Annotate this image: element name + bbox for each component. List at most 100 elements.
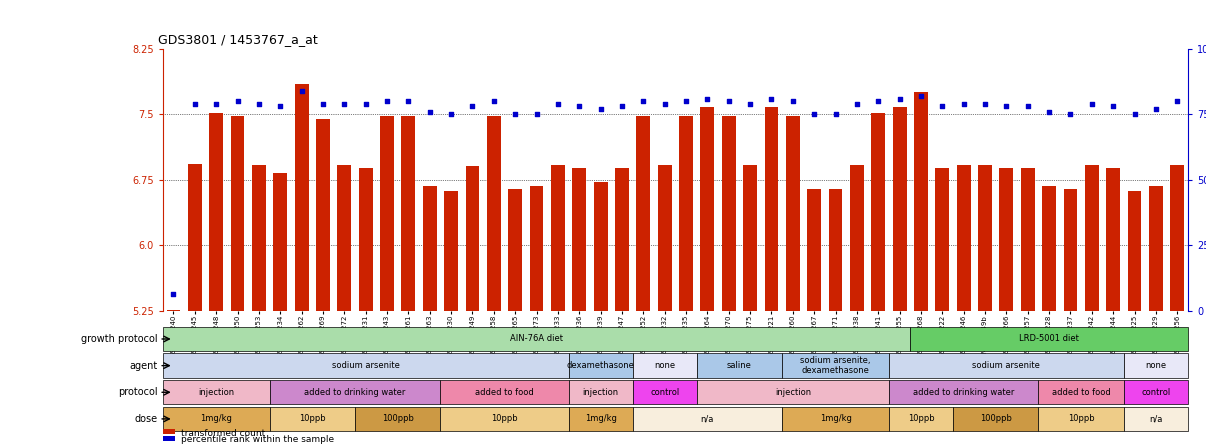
Point <box>1146 106 1165 113</box>
Bar <box>871 113 885 311</box>
Bar <box>911 327 1188 351</box>
Text: added to drinking water: added to drinking water <box>304 388 405 397</box>
Bar <box>1000 168 1013 311</box>
Bar <box>615 168 628 311</box>
Text: injection: injection <box>582 388 619 397</box>
Bar <box>252 165 265 311</box>
Point <box>164 290 183 297</box>
Text: growth protocol: growth protocol <box>81 334 158 344</box>
Point <box>868 98 888 105</box>
Bar <box>697 353 783 378</box>
Bar <box>1124 353 1188 378</box>
Point <box>740 100 760 107</box>
Point <box>335 100 355 107</box>
Point <box>377 98 397 105</box>
Point <box>591 106 610 113</box>
Text: injection: injection <box>774 388 810 397</box>
Bar <box>440 380 568 404</box>
Point <box>698 95 718 102</box>
Point <box>441 111 461 118</box>
Bar <box>1170 165 1184 311</box>
Point <box>250 100 269 107</box>
Point <box>270 103 289 110</box>
Text: 1mg/kg: 1mg/kg <box>200 414 232 424</box>
Text: dexamethasone: dexamethasone <box>567 361 634 370</box>
Bar <box>573 168 586 311</box>
Point <box>484 98 503 105</box>
Bar <box>889 353 1124 378</box>
Bar <box>529 186 544 311</box>
Point <box>633 98 652 105</box>
Text: 1mg/kg: 1mg/kg <box>820 414 851 424</box>
Bar <box>829 189 843 311</box>
Text: 10ppb: 10ppb <box>908 414 935 424</box>
Bar <box>765 107 778 311</box>
Point <box>954 100 973 107</box>
Bar <box>1085 165 1099 311</box>
Point <box>848 100 867 107</box>
Bar <box>355 407 440 431</box>
Point <box>804 111 824 118</box>
Text: dose: dose <box>135 414 158 424</box>
Bar <box>850 165 863 311</box>
Point <box>890 95 909 102</box>
Text: transformed count: transformed count <box>181 429 265 438</box>
Bar <box>551 165 564 311</box>
Text: added to food: added to food <box>475 388 534 397</box>
Text: sodium arsenite: sodium arsenite <box>332 361 399 370</box>
Bar <box>210 113 223 311</box>
Bar <box>163 380 270 404</box>
Bar <box>783 353 889 378</box>
Point <box>912 92 931 99</box>
Text: 10ppb: 10ppb <box>491 414 517 424</box>
Point <box>356 100 375 107</box>
Point <box>186 100 205 107</box>
Bar <box>889 380 1038 404</box>
Bar <box>807 189 821 311</box>
Text: sodium arsenite,
dexamethasone: sodium arsenite, dexamethasone <box>801 356 871 375</box>
Bar <box>892 107 907 311</box>
Text: 1mg/kg: 1mg/kg <box>585 414 616 424</box>
Bar <box>444 191 458 311</box>
Bar <box>889 407 953 431</box>
Bar <box>722 116 736 311</box>
Bar <box>163 327 911 351</box>
Bar <box>679 116 693 311</box>
Point <box>505 111 525 118</box>
Text: percentile rank within the sample: percentile rank within the sample <box>181 435 334 444</box>
Bar <box>1042 186 1056 311</box>
Text: sodium arsenite: sodium arsenite <box>972 361 1041 370</box>
Bar <box>633 353 697 378</box>
Bar <box>358 168 373 311</box>
Bar <box>637 116 650 311</box>
Text: saline: saline <box>727 361 751 370</box>
Text: n/a: n/a <box>1149 414 1163 424</box>
Point <box>527 111 546 118</box>
Point <box>420 108 439 115</box>
Bar <box>701 107 714 311</box>
Bar <box>1064 189 1077 311</box>
Point <box>932 103 952 110</box>
Text: 100ppb: 100ppb <box>979 414 1012 424</box>
Bar <box>1149 186 1163 311</box>
Bar <box>1124 380 1188 404</box>
Bar <box>402 116 415 311</box>
Bar <box>163 429 175 434</box>
Bar <box>697 380 889 404</box>
Bar <box>1038 380 1124 404</box>
Text: 10ppb: 10ppb <box>1067 414 1094 424</box>
Bar <box>338 165 351 311</box>
Text: injection: injection <box>198 388 234 397</box>
Point <box>463 103 482 110</box>
Bar <box>953 407 1038 431</box>
Point <box>399 98 418 105</box>
Point <box>655 100 674 107</box>
Bar <box>633 380 697 404</box>
Bar <box>270 407 355 431</box>
Text: protocol: protocol <box>118 387 158 397</box>
Bar <box>743 165 757 311</box>
Bar <box>1106 168 1120 311</box>
Point <box>1082 100 1101 107</box>
Bar <box>166 310 181 311</box>
Bar <box>508 189 522 311</box>
